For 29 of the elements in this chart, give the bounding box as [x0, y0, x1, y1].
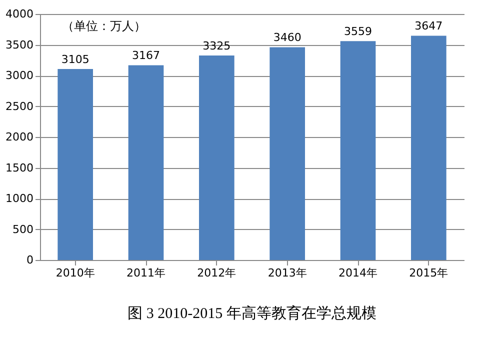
data-label: 3559	[344, 25, 372, 38]
x-tick-label: 2010年	[56, 266, 95, 280]
y-tick-label: 0	[26, 254, 34, 266]
y-tick-label: 4000	[6, 8, 34, 20]
bar	[411, 36, 446, 260]
x-tick-label: 2014年	[338, 266, 378, 280]
y-tick-label: 2500	[6, 100, 34, 113]
y-tick-label: 1000	[6, 192, 34, 205]
y-tick-label: 2000	[6, 130, 34, 144]
x-tick-label: 2011年	[126, 266, 166, 280]
bar	[270, 47, 305, 260]
bar	[58, 69, 93, 260]
x-tick-label: 2013年	[268, 266, 307, 280]
data-label: 3167	[132, 49, 160, 62]
y-tick-label: 3000	[6, 69, 34, 82]
y-tick-label: 500	[12, 222, 34, 236]
data-label: 3105	[61, 53, 90, 66]
data-label: 3460	[273, 31, 302, 44]
y-tick-label: 1500	[6, 161, 34, 174]
data-label: 3647	[414, 20, 443, 33]
bar	[199, 56, 234, 260]
x-tick-label: 2015年	[409, 266, 448, 280]
annotation: （单位：万人）	[62, 19, 146, 33]
y-tick-label: 3500	[6, 38, 34, 52]
bar	[128, 65, 164, 260]
x-tick-label: 2012年	[197, 266, 236, 280]
data-label: 3325	[202, 40, 231, 53]
bar	[340, 41, 376, 260]
text: 图 3 2010-2015 年高等教育在学总规模	[128, 305, 376, 322]
